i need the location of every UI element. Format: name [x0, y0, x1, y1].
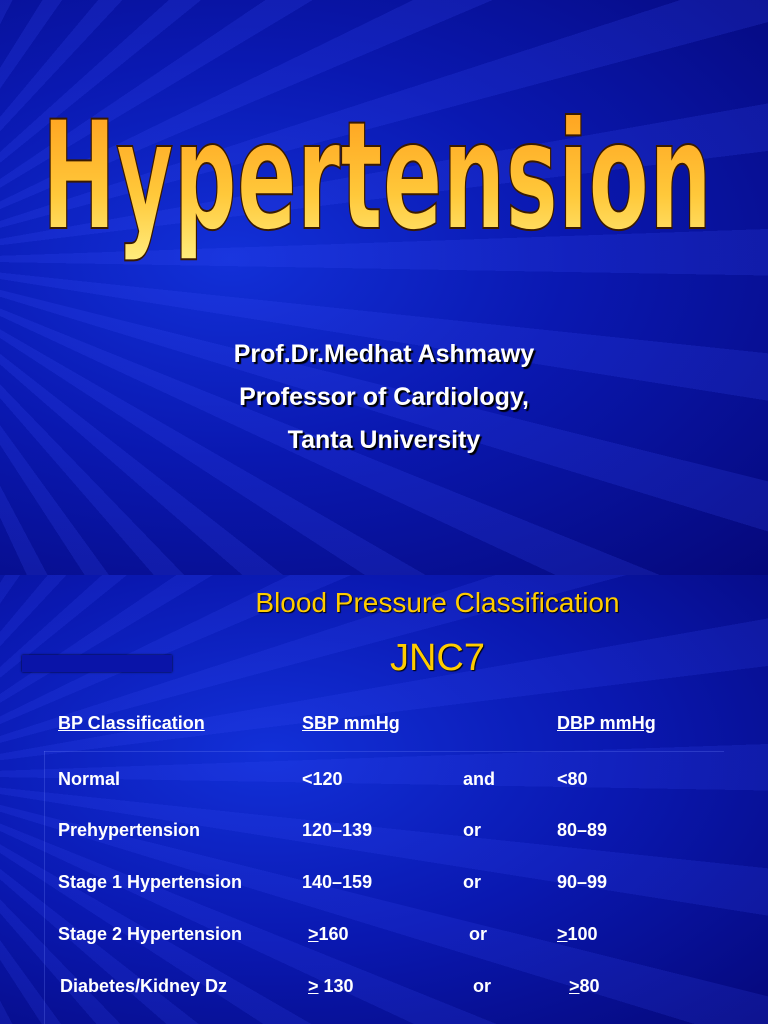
slide-subtitle: JNC7 — [389, 637, 486, 679]
table-header: SBP mmHg — [302, 713, 400, 733]
title-art: Hypertension — [41, 89, 713, 265]
decor-bar — [22, 655, 172, 672]
cell-symbol: > — [308, 924, 319, 944]
table-cell: Stage 1 Hypertension — [58, 872, 243, 892]
cell-value: 160 — [318, 924, 349, 944]
table-cell: or — [463, 872, 481, 892]
slide: Hypertension Prof.Dr.Medhat Ashmawy Prof… — [0, 0, 768, 575]
table-cell: 90–99 — [557, 872, 608, 892]
table-cell: >100 — [557, 924, 598, 945]
table-cell: <80 — [557, 769, 588, 789]
table-cell: or — [469, 924, 487, 944]
table-cell: >130 — [308, 976, 354, 997]
slide-title: Hypertension — [42, 90, 712, 264]
table-header: DBP mmHg — [557, 713, 656, 733]
table-cell: 140–159 — [302, 872, 373, 892]
cell-symbol: > — [557, 924, 568, 944]
table-cell: Stage 2 Hypertension — [58, 924, 243, 944]
table-cell: or — [463, 820, 481, 840]
grid-line — [44, 751, 724, 752]
table-cell: >160 — [308, 924, 349, 945]
grid-line — [44, 751, 45, 1024]
cell-symbol: > — [569, 976, 580, 996]
table-cell: <120 — [302, 769, 343, 789]
author-line: Professor of Cardiology, — [239, 383, 529, 411]
table-cell: and — [463, 769, 496, 789]
slide-title: Blood Pressure Classification — [255, 587, 620, 618]
table-cell: 120–139 — [302, 820, 373, 840]
table-cell: Normal — [58, 769, 121, 789]
table-cell: >80 — [569, 976, 600, 997]
author-line: Prof.Dr.Medhat Ashmawy — [233, 340, 535, 368]
table-cell: Prehypertension — [58, 820, 201, 840]
table-cell: 80–89 — [557, 820, 608, 840]
cell-symbol: > — [308, 976, 319, 996]
table-header: BP Classification — [58, 713, 205, 733]
cell-value: 80 — [579, 976, 600, 996]
table-cell: Diabetes/Kidney Dz — [60, 976, 228, 996]
cell-value: 130 — [323, 976, 354, 996]
table-cell: or — [473, 976, 491, 996]
slide: Blood Pressure Classification JNC7 BP Cl… — [0, 575, 768, 1024]
cell-value: 100 — [567, 924, 598, 944]
author-line: Tanta University — [287, 426, 481, 454]
